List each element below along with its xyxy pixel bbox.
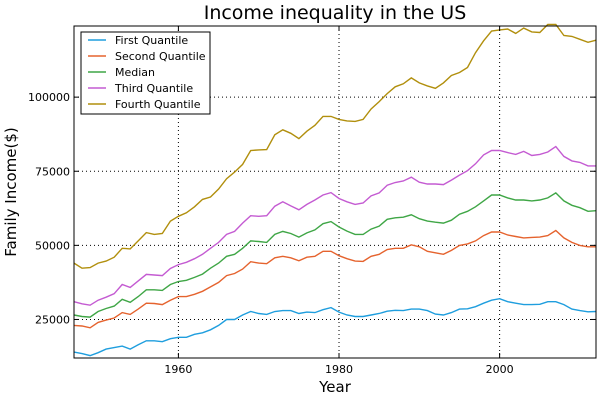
series-line-second-quantile	[73, 229, 596, 329]
y-tick-label: 25000	[35, 313, 70, 326]
legend-label-median: Median	[115, 66, 155, 79]
x-tick-label: 1960	[164, 363, 192, 376]
chart-title: Income inequality in the US	[204, 2, 467, 24]
legend-label-second-quantile: Second Quantile	[115, 50, 206, 63]
x-axis-title: Year	[318, 378, 352, 396]
x-tick-label: 2000	[486, 363, 514, 376]
y-tick-label: 50000	[35, 239, 70, 252]
x-tick-label: 1980	[325, 363, 353, 376]
axis-ticks: 1960 1980 2000 25000 50000 75000 100000	[28, 26, 596, 376]
legend: First Quantile Second Quantile Median Third…	[80, 31, 211, 115]
series-lines	[73, 23, 597, 357]
legend-label-fourth-quantile: Fourth Quantile	[115, 98, 201, 111]
legend-label-first-quantile: First Quantile	[115, 34, 188, 47]
series-line-median	[73, 192, 597, 318]
legend-frame	[80, 31, 211, 115]
plot-frame	[73, 25, 597, 359]
series-line-third-quantile	[73, 145, 596, 306]
y-axis-title: Family Income($)	[2, 127, 20, 256]
y-tick-label: 75000	[35, 165, 70, 178]
legend-label-third-quantile: Third Quantile	[114, 82, 193, 95]
series-line-first-quantile	[73, 297, 597, 357]
series-line-fourth-quantile	[73, 23, 597, 269]
y-tick-label: 100000	[28, 91, 70, 104]
grid	[74, 26, 596, 358]
